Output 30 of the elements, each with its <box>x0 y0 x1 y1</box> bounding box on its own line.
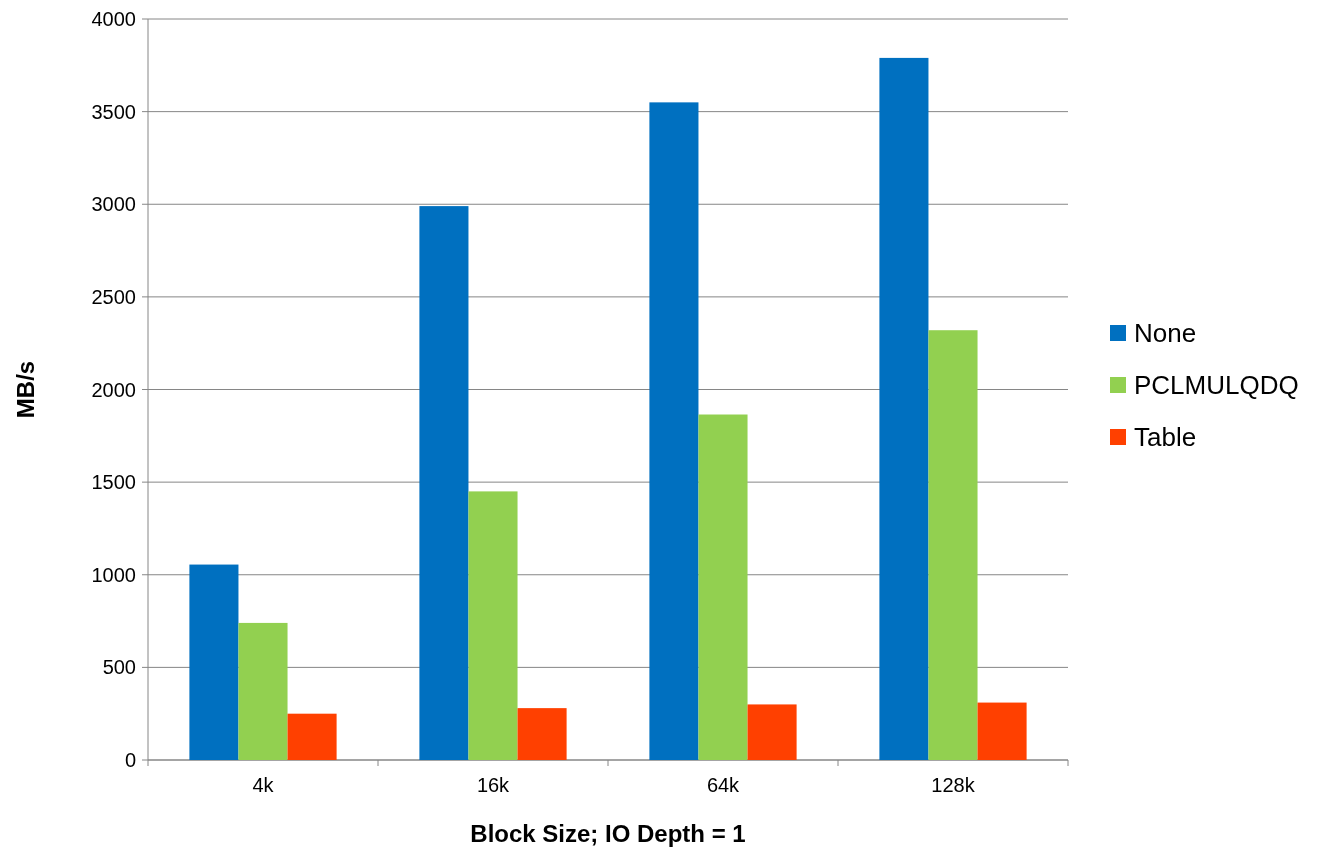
y-tick-label: 2500 <box>91 285 136 308</box>
bar <box>928 330 978 760</box>
bar <box>287 713 337 760</box>
bar <box>747 704 797 760</box>
bar <box>879 57 929 760</box>
x-tick-label: 64k <box>706 774 741 796</box>
y-tick-label: 500 <box>102 656 136 679</box>
bar <box>189 564 239 760</box>
bar <box>517 708 567 760</box>
y-tick-label: 4000 <box>91 8 136 30</box>
y-tick-label: 1000 <box>91 563 136 586</box>
y-axis-title: MB/s <box>12 360 39 419</box>
x-axis-title: Block Size; IO Depth = 1 <box>470 820 746 847</box>
bar <box>419 206 469 760</box>
legend-label: Table <box>1134 422 1197 453</box>
y-tick-label: 0 <box>124 749 136 771</box>
bar <box>238 622 288 760</box>
y-tick-label: 2000 <box>91 378 136 401</box>
legend-label: PCLMULQDQ <box>1134 370 1299 401</box>
legend-label: None <box>1134 318 1197 349</box>
x-tick-label: 16k <box>476 774 511 796</box>
bar <box>698 414 748 760</box>
x-tick-label: 4k <box>252 774 275 796</box>
y-tick-label: 1500 <box>91 471 136 494</box>
bar <box>649 102 699 760</box>
bar <box>468 491 518 760</box>
bar <box>977 702 1027 760</box>
y-tick-label: 3500 <box>91 100 136 123</box>
y-tick-label: 3000 <box>91 193 136 216</box>
x-tick-label: 128k <box>931 774 976 796</box>
